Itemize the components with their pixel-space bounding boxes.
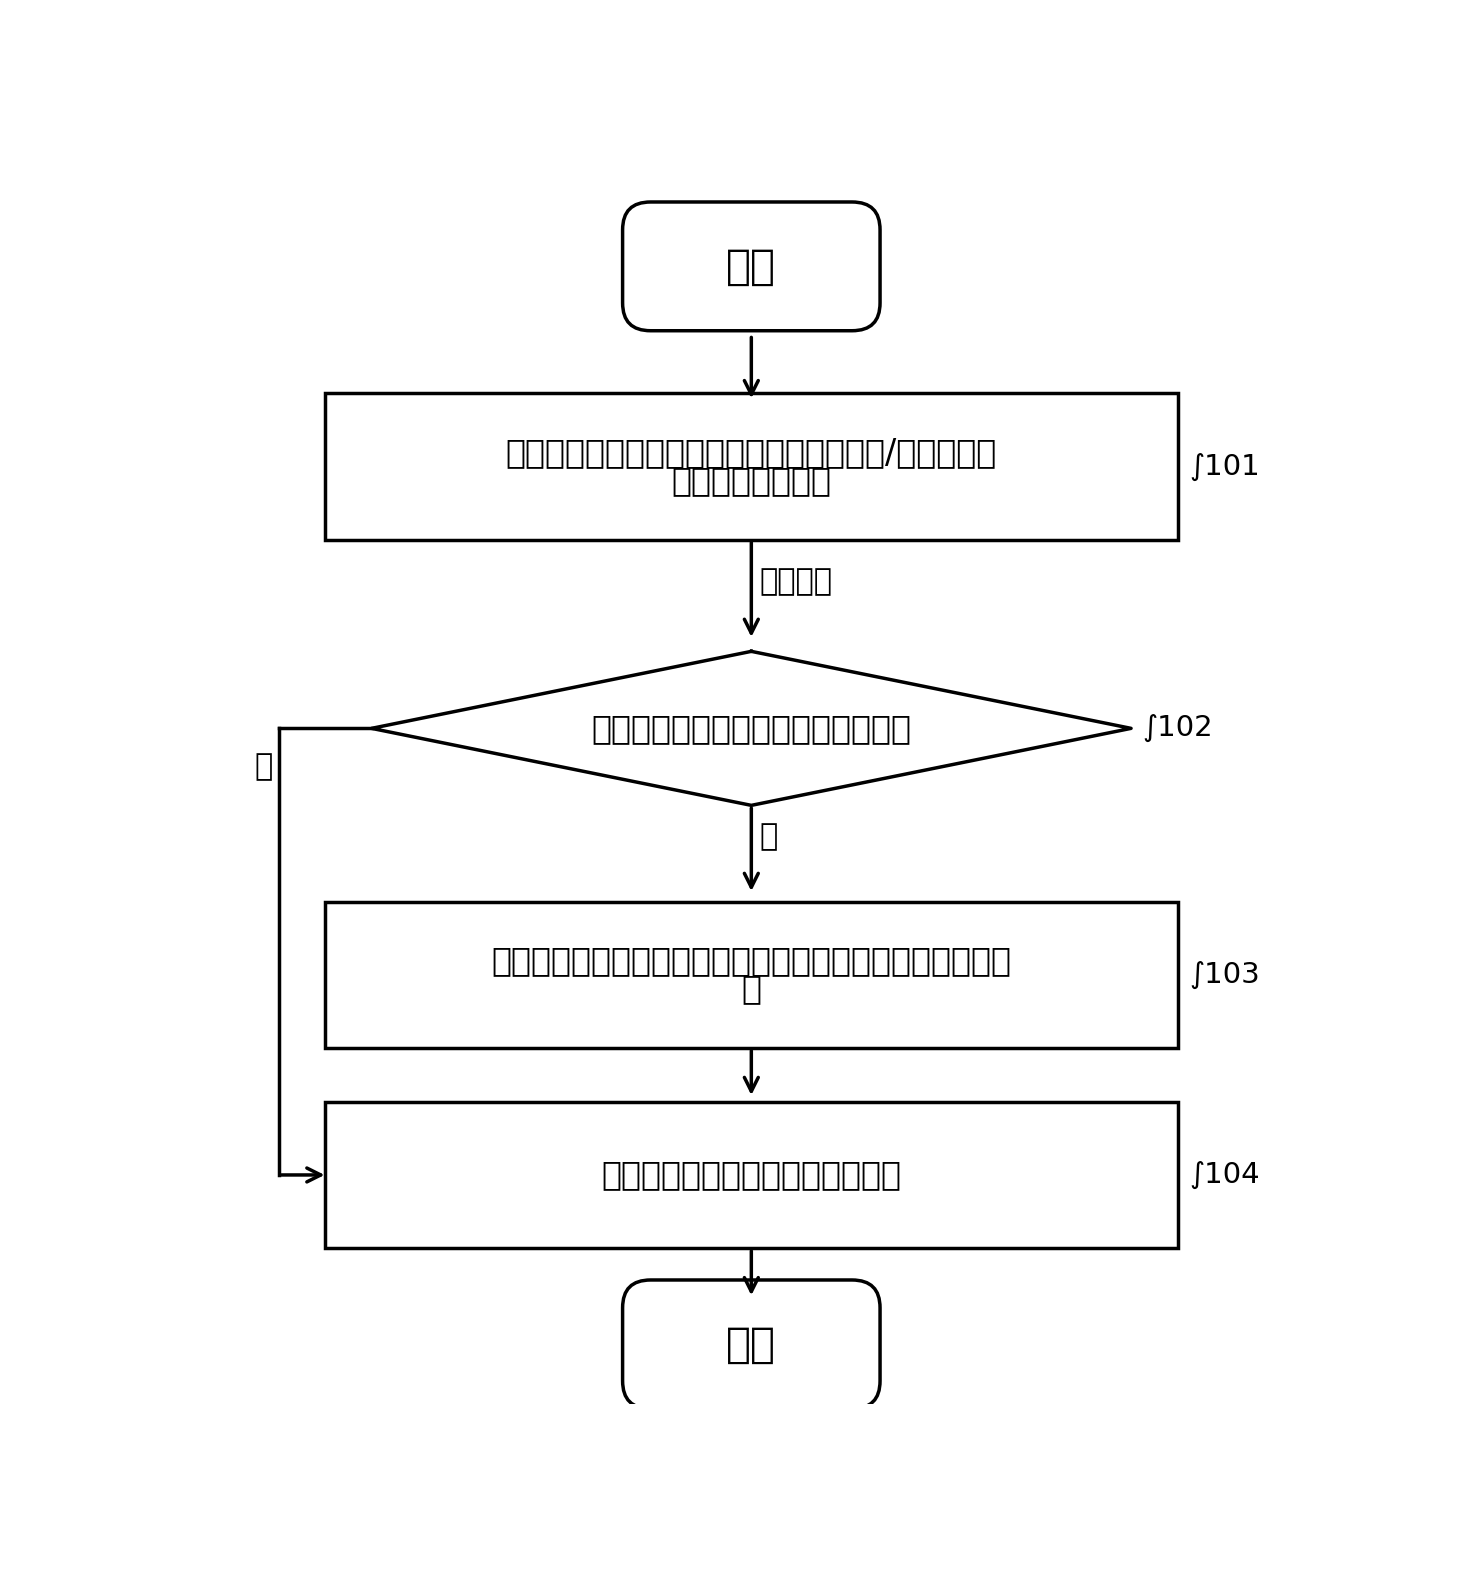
Bar xyxy=(325,1101,1177,1248)
Text: ∫103: ∫103 xyxy=(1189,961,1259,989)
Text: ∫102: ∫102 xyxy=(1142,715,1214,742)
Text: ∫101: ∫101 xyxy=(1189,453,1259,481)
FancyBboxPatch shape xyxy=(623,1280,880,1409)
Text: 执行对嵌入式文件系统的重启操作: 执行对嵌入式文件系统的重启操作 xyxy=(601,1158,902,1191)
Text: ∫104: ∫104 xyxy=(1189,1161,1259,1188)
Text: 是: 是 xyxy=(759,822,777,851)
Text: 后，重新创建文件: 后，重新创建文件 xyxy=(671,464,831,497)
Bar xyxy=(325,393,1177,540)
Text: 开始: 开始 xyxy=(726,245,777,287)
Text: 重新挂载格式化后的读写分区，并对读写分区中的数据初始: 重新挂载格式化后的读写分区，并对读写分区中的数据初始 xyxy=(491,944,1012,977)
Bar xyxy=(325,901,1177,1048)
Text: 否: 否 xyxy=(254,753,273,781)
Text: 化: 化 xyxy=(742,972,761,1005)
Text: 结束: 结束 xyxy=(726,1324,777,1365)
Text: 嵌入式设备是否已经历过重启操作？: 嵌入式设备是否已经历过重启操作？ xyxy=(591,712,912,745)
Text: 基于业务触发，对读写分区中的文件执行读/写操作失败: 基于业务触发，对读写分区中的文件执行读/写操作失败 xyxy=(506,436,997,469)
Text: 创建失败: 创建失败 xyxy=(759,568,833,596)
FancyBboxPatch shape xyxy=(623,202,880,331)
